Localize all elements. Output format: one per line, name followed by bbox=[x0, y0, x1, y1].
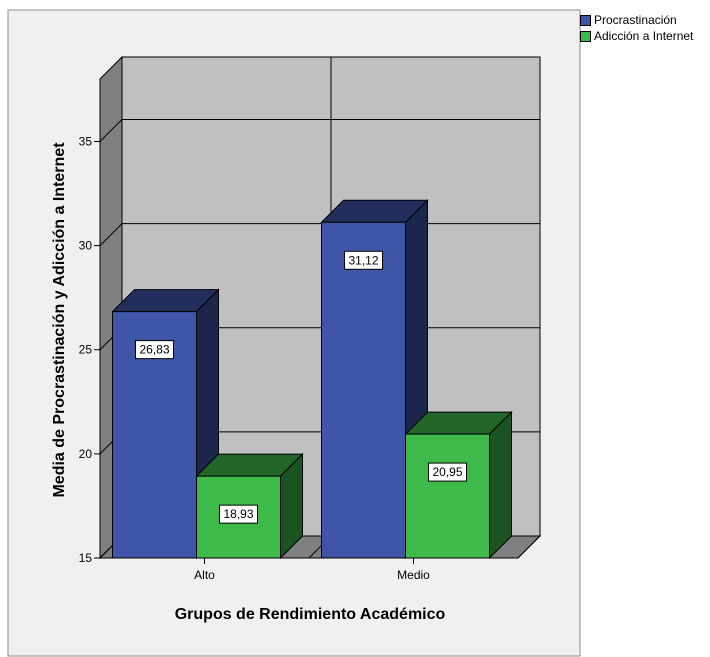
y-tick-label: 15 bbox=[79, 551, 93, 565]
floor-hatch-line bbox=[517, 535, 541, 559]
data-label-box bbox=[344, 250, 383, 270]
legend-label-procrastinacion: Procrastinación bbox=[594, 13, 677, 27]
y-tick-label: 30 bbox=[79, 239, 93, 253]
data-label-box bbox=[428, 462, 467, 482]
y-tick-label: 35 bbox=[79, 134, 93, 148]
bar bbox=[321, 221, 406, 559]
bar bbox=[405, 433, 490, 559]
legend-entry-procrastinacion: Procrastinación bbox=[580, 12, 693, 28]
chart-legend: Procrastinación Adicción a Internet bbox=[580, 12, 693, 44]
data-label: 20,95 bbox=[432, 465, 462, 479]
gridline-side bbox=[99, 119, 123, 142]
y-tick-label: 25 bbox=[79, 343, 93, 357]
data-label-box bbox=[219, 504, 258, 524]
gridline-side bbox=[99, 223, 123, 246]
x-tick-label: Medio bbox=[397, 568, 430, 582]
data-label-box bbox=[135, 340, 174, 360]
x-tick-label: Alto bbox=[194, 568, 215, 582]
legend-swatch-procrastinacion bbox=[580, 14, 591, 26]
legend-swatch-adiccion bbox=[580, 30, 591, 42]
legend-entry-adiccion: Adicción a Internet bbox=[580, 28, 693, 44]
legend-label-adiccion: Adicción a Internet bbox=[594, 29, 694, 43]
data-label: 18,93 bbox=[223, 507, 253, 521]
data-label: 31,12 bbox=[348, 253, 378, 267]
data-label: 26,83 bbox=[139, 343, 169, 357]
bar-side bbox=[489, 410, 512, 560]
y-tick-label: 20 bbox=[79, 447, 93, 461]
x-axis-title: Grupos de Rendimiento Académico bbox=[174, 606, 446, 623]
y-axis-title: Media de Procrastinación y Adicción a In… bbox=[51, 142, 68, 498]
